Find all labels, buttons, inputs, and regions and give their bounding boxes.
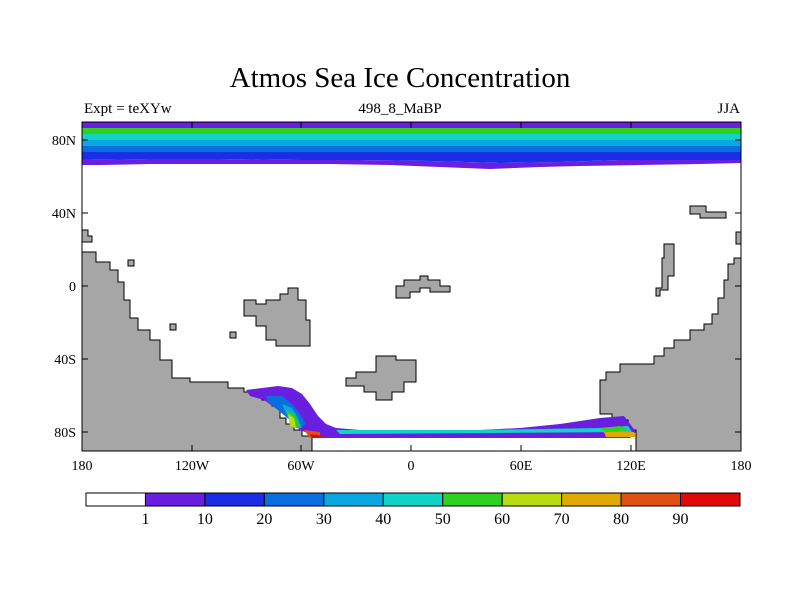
colorbar-level-label: 40 (375, 511, 391, 528)
island-east-north (689, 205, 727, 219)
landmass-central-north (395, 275, 451, 299)
colorbar-box (323, 492, 384, 507)
colorbar-box (204, 492, 265, 507)
y-tick-label: 0 (69, 280, 76, 295)
arctic-sea-ice (82, 122, 741, 169)
colorbar-level-label: 30 (316, 511, 332, 528)
map-title: Atmos Sea Ice Concentration (229, 62, 571, 94)
x-tick-label: 180 (72, 459, 93, 474)
y-tick-label: 40S (54, 353, 76, 368)
island-speck-1 (169, 323, 177, 331)
colorbar-box (85, 492, 146, 507)
y-tick-label: 40N (52, 207, 76, 222)
colorbar-box (561, 492, 622, 507)
colorbar-box (680, 492, 741, 507)
island-east-mid (655, 243, 675, 297)
island-speck-2 (229, 331, 237, 339)
colorbar-box (263, 492, 325, 507)
colorbar-box (382, 492, 444, 507)
colorbar-level-label: 50 (435, 511, 451, 528)
experiment-label: Expt = teXYw (84, 101, 172, 117)
y-axis (82, 139, 741, 433)
x-tick-label: 120E (616, 459, 646, 474)
y-tick-label: 80N (52, 134, 76, 149)
x-axis (81, 122, 742, 451)
colorbar-box (501, 492, 563, 507)
colorbar-level-label: 20 (256, 511, 272, 528)
colorbar-level-label: 1 (141, 511, 149, 528)
colorbar-box (620, 492, 682, 507)
colorbar-level-label: 80 (613, 511, 629, 528)
x-tick-label: 180 (731, 459, 752, 474)
colorbar: 1 10 20 30 40 50 60 70 80 90 (85, 492, 741, 528)
x-tick-label: 0 (408, 459, 415, 474)
period-label: 498_8_MaBP (358, 101, 442, 117)
island-west-speck (127, 259, 135, 267)
colorbar-level-label: 70 (554, 511, 570, 528)
season-label: JJA (717, 101, 740, 117)
colorbar-level-label: 60 (494, 511, 510, 528)
y-tick-label: 80S (54, 426, 76, 441)
landmass-central-west (243, 287, 311, 347)
landmass-central-south (345, 355, 417, 401)
island-east-edge (735, 231, 742, 245)
colorbar-level-label: 90 (673, 511, 689, 528)
x-tick-label: 120W (175, 459, 210, 474)
colorbar-box (442, 492, 503, 507)
antarctic-sea-ice (246, 386, 636, 438)
colorbar-box (144, 492, 206, 507)
x-tick-label: 60E (510, 459, 533, 474)
x-tick-label: 60W (287, 459, 315, 474)
colorbar-level-label: 10 (197, 511, 213, 528)
